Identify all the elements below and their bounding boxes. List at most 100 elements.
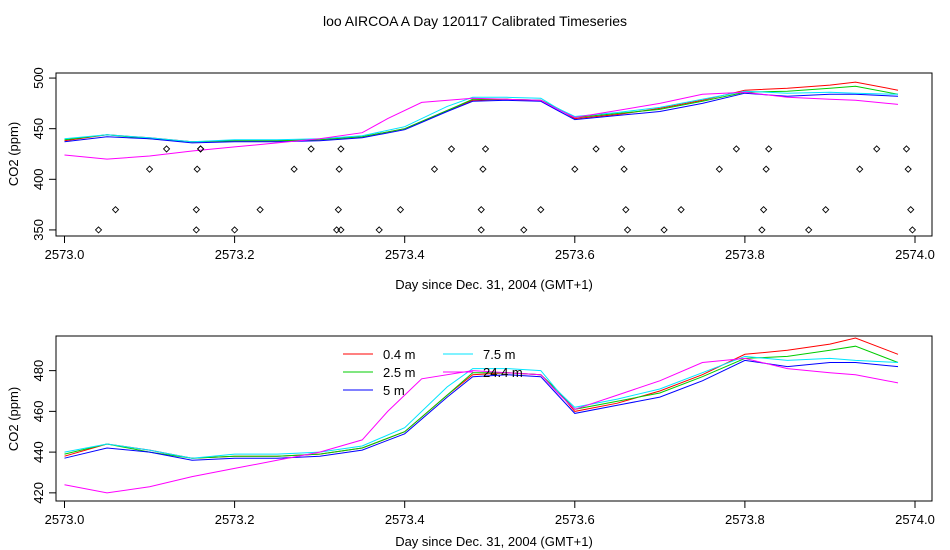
marker-point <box>290 165 298 173</box>
marker-point <box>715 165 724 173</box>
top-series-group <box>64 81 899 160</box>
marker-point <box>479 165 487 173</box>
marker-point <box>230 226 239 234</box>
bottom-panel: 2573.0 2573.2 2573.4 2573.6 2573.8 2574.0 420… <box>6 335 935 549</box>
legend-label-7-5-m: 7.5 m <box>483 347 516 362</box>
bottom-x-tick-label: 2573.2 <box>215 512 255 527</box>
marker-point <box>904 165 912 173</box>
marker-point <box>759 206 768 214</box>
bottom-y-tick-label: 440 <box>31 441 46 463</box>
bottom-series-line-2-5-m <box>64 345 899 459</box>
marker-point <box>162 145 171 153</box>
bottom-y-tick-label: 460 <box>31 401 46 423</box>
bottom-y-tick-label: 480 <box>31 360 46 382</box>
marker-point <box>94 226 103 234</box>
top-x-tick-label: 2573.4 <box>385 247 425 262</box>
marker-point <box>765 145 773 153</box>
marker-point <box>660 226 668 234</box>
marker-point <box>196 145 205 153</box>
bottom-series-group <box>64 337 899 494</box>
marker-point <box>908 226 917 234</box>
top-y-tick-label: 500 <box>31 67 46 89</box>
marker-point <box>762 165 770 173</box>
top-series-line-2-5-m <box>64 85 899 143</box>
top-y-tick-label: 450 <box>31 118 46 140</box>
top-y-axis: 350 400 450 500 <box>31 67 57 241</box>
bottom-x-axis: 2573.0 2573.2 2573.4 2573.6 2573.8 2574.0 <box>45 500 935 527</box>
marker-point <box>758 226 766 234</box>
marker-point <box>677 206 685 214</box>
marker-point <box>520 226 528 234</box>
bottom-series-line-24-4-m <box>64 357 899 494</box>
marker-point <box>193 165 201 173</box>
bottom-series-line-7-5-m <box>64 355 899 459</box>
legend-label-5-m: 5 m <box>383 383 405 398</box>
marker-point <box>334 206 342 214</box>
marker-point <box>145 165 154 173</box>
marker-point <box>335 165 343 173</box>
top-markers-group <box>94 145 917 234</box>
legend-label-24-4-m: 24.4 m <box>483 365 523 380</box>
marker-point <box>537 206 545 214</box>
bottom-x-tick-label: 2573.0 <box>45 512 85 527</box>
marker-point <box>430 165 439 173</box>
top-x-axis-label: Day since Dec. 31, 2004 (GMT+1) <box>395 277 593 292</box>
bottom-y-tick-label: 420 <box>31 482 46 504</box>
marker-point <box>873 145 881 153</box>
marker-point <box>617 145 626 153</box>
marker-point <box>902 145 911 153</box>
top-x-tick-label: 2573.8 <box>725 247 765 262</box>
top-x-axis: 2573.0 2573.2 2573.4 2573.6 2573.8 2574.0 <box>45 235 935 262</box>
marker-point <box>623 226 632 234</box>
marker-point <box>396 206 405 214</box>
marker-point <box>856 165 864 173</box>
marker-point <box>822 206 830 214</box>
marker-point <box>447 145 456 153</box>
legend-label-0-4-m: 0.4 m <box>383 347 416 362</box>
marker-point <box>375 226 383 234</box>
marker-point <box>192 206 200 214</box>
marker-point <box>111 206 120 214</box>
top-x-tick-label: 2574.0 <box>895 247 935 262</box>
marker-point <box>620 165 628 173</box>
marker-point <box>481 145 490 153</box>
marker-point <box>337 226 345 234</box>
bottom-y-axis-label: CO2 (ppm) <box>6 387 21 451</box>
top-x-tick-label: 2573.2 <box>215 247 255 262</box>
bottom-series-line-5-m <box>64 359 899 461</box>
marker-point <box>477 226 485 234</box>
marker-point <box>571 165 579 173</box>
marker-point <box>907 206 915 214</box>
bottom-x-tick-label: 2573.6 <box>555 512 595 527</box>
top-series-line-7-5-m <box>64 90 899 143</box>
figure-title: loo AIRCOA A Day 120117 Calibrated Times… <box>323 13 627 29</box>
marker-point <box>622 206 630 214</box>
legend: 0.4 m 2.5 m 5 m 7.5 m 24.4 m <box>343 347 523 398</box>
top-x-tick-label: 2573.0 <box>45 247 85 262</box>
marker-point <box>337 145 345 153</box>
legend-label-2-5-m: 2.5 m <box>383 365 416 380</box>
top-y-axis-label: CO2 (ppm) <box>6 122 21 186</box>
marker-point <box>333 226 341 234</box>
top-y-tick-label: 350 <box>31 219 46 241</box>
marker-point <box>592 145 600 153</box>
marker-point <box>256 206 264 214</box>
bottom-x-tick-label: 2574.0 <box>895 512 935 527</box>
top-series-line-5-m <box>64 92 899 144</box>
bottom-y-axis: 420 440 460 480 <box>31 360 57 504</box>
marker-point <box>307 145 315 153</box>
top-panel: 2573.0 2573.2 2573.4 2573.6 2573.8 2574.0 350… <box>6 67 935 292</box>
marker-point <box>192 226 200 234</box>
marker-point <box>805 226 813 234</box>
bottom-x-tick-label: 2573.4 <box>385 512 425 527</box>
marker-point <box>196 145 205 153</box>
bottom-series-line-0-4-m <box>64 337 899 459</box>
marker-point <box>732 145 741 153</box>
bottom-x-tick-label: 2573.8 <box>725 512 765 527</box>
bottom-x-axis-label: Day since Dec. 31, 2004 (GMT+1) <box>395 534 593 549</box>
top-series-line-24-4-m <box>64 91 899 160</box>
top-y-tick-label: 400 <box>31 168 46 190</box>
top-x-tick-label: 2573.6 <box>555 247 595 262</box>
marker-point <box>477 206 485 214</box>
